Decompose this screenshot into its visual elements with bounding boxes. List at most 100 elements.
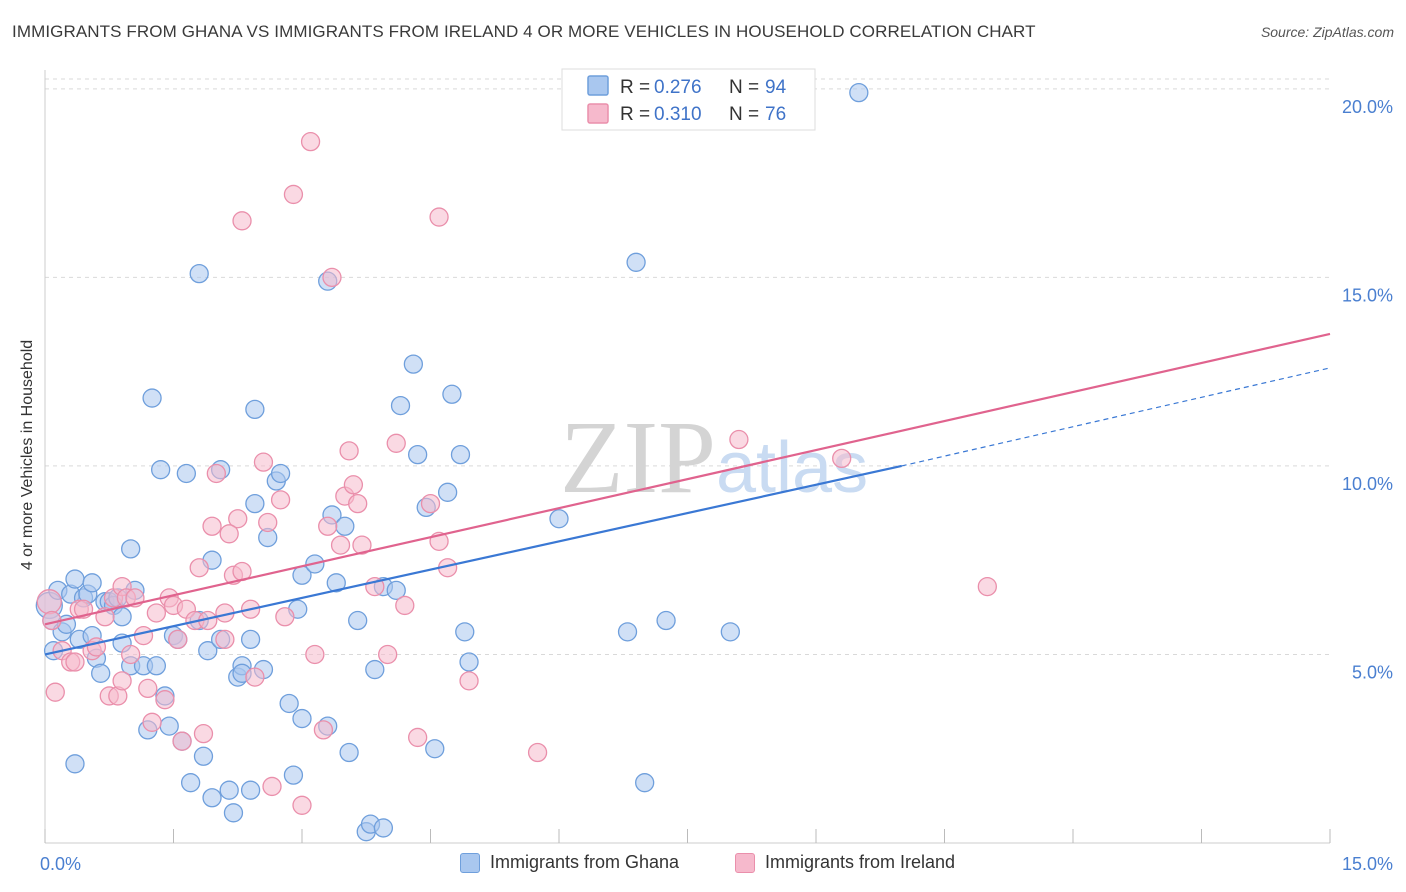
ghana-point — [425, 739, 445, 759]
ireland-point — [253, 452, 274, 472]
trend-lines — [44, 332, 1331, 656]
legend-ghana-r-value: 0.276 — [654, 77, 702, 98]
ireland-point — [420, 493, 441, 514]
ghana-point — [459, 652, 479, 672]
legend-swatch-ireland — [587, 103, 609, 124]
ireland-point — [172, 731, 192, 751]
ireland-point — [168, 629, 188, 650]
ghana-point — [442, 384, 462, 404]
ghana-point — [549, 509, 569, 529]
bottom-legend-label-ireland: Immigrants from Ireland — [765, 852, 956, 872]
ghana-point — [121, 539, 141, 559]
ghana-point — [407, 444, 428, 465]
ghana-point — [335, 516, 355, 536]
ireland-point — [193, 723, 214, 744]
legend-ireland-r-value: 0.310 — [654, 104, 702, 125]
ireland-point — [146, 603, 167, 623]
legend-ireland-n-label: N = — [729, 104, 759, 125]
ghana-point — [635, 773, 655, 793]
ireland-point — [189, 558, 209, 578]
ireland-point — [270, 490, 291, 510]
ghana-point — [270, 463, 291, 484]
ghana-point — [180, 773, 201, 793]
ghana-point — [198, 641, 218, 661]
ireland-point — [232, 211, 252, 231]
ghana-point — [348, 610, 368, 631]
ireland-point — [245, 667, 265, 687]
ireland-point — [228, 509, 248, 529]
legend-ghana-n-value: 94 — [765, 77, 787, 98]
ireland-point — [977, 576, 997, 597]
watermark-zip: ZIP — [560, 400, 716, 515]
ghana-point — [65, 754, 85, 774]
legend-ireland-r-label: R = — [620, 104, 650, 125]
ghana-point — [193, 746, 214, 766]
ghana-point — [82, 573, 102, 593]
ghana-point — [626, 252, 646, 272]
legend: R = 0.276 N = 94 R = 0.310 N = 76 — [561, 68, 816, 131]
ghana-point — [656, 610, 676, 631]
ireland-point — [112, 671, 132, 691]
ireland-point — [527, 742, 548, 763]
ireland-point — [729, 429, 749, 450]
ghana-point — [849, 82, 869, 103]
ireland-point — [459, 671, 479, 691]
ireland-point — [202, 516, 222, 536]
ghana-point — [91, 663, 111, 683]
ireland-point — [339, 441, 359, 461]
ireland-point — [258, 512, 278, 533]
ghana-point — [176, 463, 197, 484]
ireland-point — [219, 524, 239, 544]
ghana-point — [339, 742, 359, 763]
y-tick-label: 10.0% — [1342, 474, 1393, 494]
ghana-point — [450, 444, 471, 465]
ireland-point — [407, 727, 428, 748]
bottom-legend-label-ghana: Immigrants from Ghana — [490, 852, 680, 872]
ireland-point — [300, 131, 321, 152]
ghana-point — [202, 788, 222, 808]
ghana-point — [245, 399, 265, 420]
tick-labels: 5.0% 10.0% 15.0% 20.0% 0.0% 15.0% — [40, 97, 1393, 874]
legend-ghana-r-label: R = — [620, 77, 650, 98]
ireland-trend-line — [44, 332, 1331, 626]
ghana-point — [223, 803, 244, 823]
y-tick-label: 15.0% — [1342, 285, 1393, 305]
legend-ireland-n-value: 76 — [765, 104, 786, 125]
ireland-point — [343, 475, 364, 495]
ghana-point — [437, 482, 458, 502]
ireland-point — [215, 629, 235, 650]
ireland-point — [305, 644, 325, 665]
ghana-point — [403, 354, 424, 374]
ireland-point — [318, 516, 338, 536]
ghana-point — [219, 780, 239, 800]
ireland-point — [155, 690, 175, 710]
bottom-legend-swatch-ghana — [460, 852, 480, 873]
ireland-point — [348, 493, 368, 514]
ghana-point — [240, 780, 261, 800]
ireland-point — [121, 644, 141, 665]
ghana-trend-extension — [901, 367, 1331, 467]
ghana-point — [292, 708, 312, 729]
ghana-point — [279, 693, 299, 714]
ireland-point — [378, 644, 398, 665]
ghana-point — [112, 607, 132, 627]
legend-ghana-n-label: N = — [729, 77, 759, 98]
ireland-point — [275, 607, 295, 627]
ireland-point — [832, 448, 852, 469]
ireland-point — [262, 776, 282, 797]
ireland-point — [292, 795, 312, 815]
ghana-point — [390, 395, 411, 416]
ghana-point — [159, 716, 179, 736]
x-tick-label: 0.0% — [40, 854, 81, 874]
ireland-point — [395, 595, 415, 616]
ghana-point — [365, 659, 385, 680]
ghana-point — [386, 580, 406, 601]
ghana-point — [283, 765, 304, 785]
ghana-point — [65, 569, 85, 589]
ghana-point — [373, 818, 394, 838]
ireland-point — [313, 720, 334, 740]
ireland-point — [86, 637, 107, 657]
ghana-point — [150, 460, 171, 480]
chart-title: IMMIGRANTS FROM GHANA VS IMMIGRANTS FROM… — [12, 22, 1036, 41]
